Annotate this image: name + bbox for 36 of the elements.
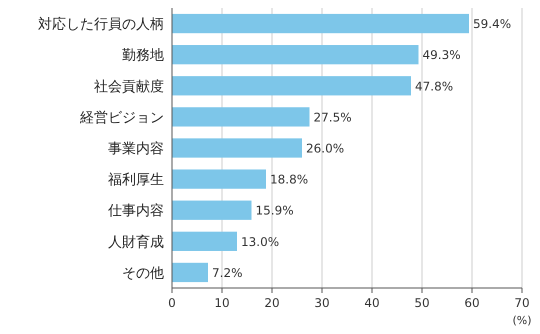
bar — [172, 14, 469, 34]
x-tick-label: 0 — [168, 296, 176, 310]
bar — [172, 138, 302, 158]
y-tick-label: 福利厚生 — [108, 172, 164, 188]
data-label: 27.5% — [314, 110, 352, 124]
y-tick-label: 対応した行員の人柄 — [38, 16, 164, 33]
bar — [172, 76, 411, 96]
y-tick-label: その他 — [122, 265, 164, 282]
bar — [172, 200, 252, 220]
y-tick-label: 社会貢献度 — [94, 78, 164, 95]
data-label: 49.3% — [422, 48, 461, 62]
x-tick-label: 10 — [214, 296, 230, 310]
x-tick-label: 50 — [414, 296, 430, 310]
y-tick-label: 経営ビジョン — [79, 110, 164, 126]
y-tick-label: 人財育成 — [108, 233, 164, 250]
x-tick-label: 20 — [264, 296, 280, 310]
x-tick-label: 30 — [314, 296, 330, 310]
data-label: 15.9% — [256, 204, 294, 218]
data-label: 13.0% — [241, 234, 280, 249]
bar — [172, 45, 418, 64]
bar — [172, 232, 237, 251]
data-label: 26.0% — [306, 142, 344, 156]
y-tick-label: 勤務地 — [122, 48, 164, 64]
bar — [172, 169, 266, 189]
y-tick-label: 事業内容 — [108, 141, 164, 157]
data-label: 7.2% — [212, 266, 242, 280]
x-tick-label: 70 — [514, 296, 530, 310]
bar — [172, 107, 310, 127]
data-label: 47.8% — [415, 79, 454, 94]
data-label: 59.4% — [473, 17, 512, 32]
x-tick-label: 60 — [464, 296, 480, 310]
data-label: 18.8% — [270, 172, 308, 187]
y-tick-label: 仕事内容 — [107, 203, 164, 220]
x-axis-title: (%) — [512, 314, 532, 327]
bar — [172, 262, 208, 282]
x-tick-label: 40 — [364, 296, 380, 310]
